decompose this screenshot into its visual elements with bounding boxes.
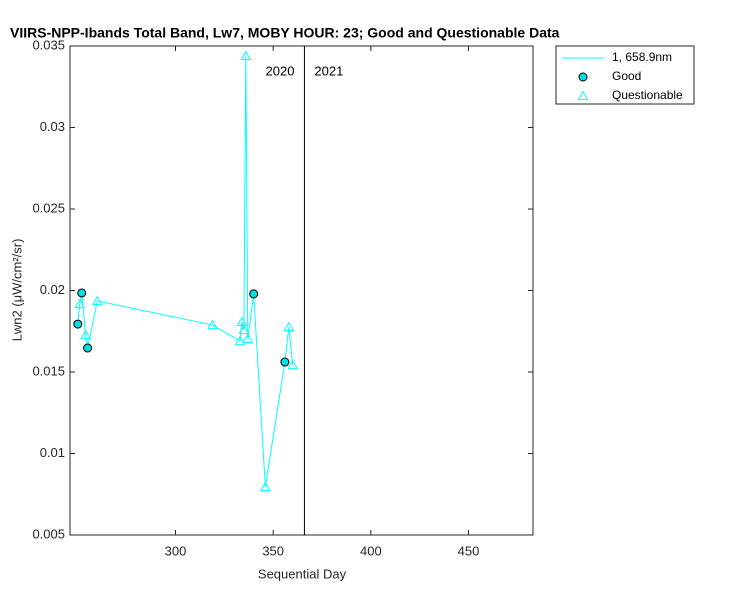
- x-tick-label: 450: [458, 543, 480, 558]
- chart-title: VIIRS-NPP-Ibands Total Band, Lw7, MOBY H…: [10, 25, 560, 41]
- questionable-point: [92, 295, 103, 306]
- x-tick-label: 300: [165, 543, 187, 558]
- questionable-point: [260, 481, 271, 492]
- y-tick-label: 0.025: [32, 200, 65, 215]
- legend-swatch: [578, 72, 588, 82]
- questionable-point: [242, 333, 254, 344]
- questionable-point: [234, 335, 246, 346]
- y-tick-label: 0.005: [32, 526, 65, 541]
- good-point: [83, 343, 93, 353]
- questionable-point: [238, 324, 250, 335]
- x-tick-label: 400: [360, 543, 382, 558]
- legend-label: Good: [612, 69, 641, 83]
- y-tick-label: 0.035: [32, 37, 65, 52]
- questionable-point: [236, 316, 248, 327]
- year-label: 2020: [266, 63, 295, 78]
- good-point: [73, 319, 83, 329]
- questionable-point: [80, 329, 91, 340]
- legend-swatch: [577, 90, 589, 101]
- good-point: [77, 288, 87, 298]
- x-tick-label: 350: [262, 543, 284, 558]
- questionable-point: [74, 298, 86, 309]
- y-tick-label: 0.02: [40, 282, 65, 297]
- questionable-point: [287, 359, 299, 370]
- questionable-point: [283, 321, 295, 332]
- y-tick-label: 0.015: [32, 363, 65, 378]
- good-point: [280, 357, 290, 367]
- y-tick-label: 0.03: [40, 119, 65, 134]
- data-line: [77, 55, 294, 487]
- y-tick-label: 0.01: [40, 445, 65, 460]
- questionable-point: [240, 50, 252, 61]
- x-axis-label: Sequential Day: [258, 566, 347, 581]
- y-axis-label: Lwn2 (μW/cm²/sr): [9, 239, 24, 342]
- legend-label: 1, 658.9nm: [612, 50, 672, 64]
- good-point: [249, 289, 259, 299]
- legend-label: Questionable: [612, 88, 683, 102]
- year-label: 2021: [314, 63, 343, 78]
- questionable-point: [207, 319, 218, 330]
